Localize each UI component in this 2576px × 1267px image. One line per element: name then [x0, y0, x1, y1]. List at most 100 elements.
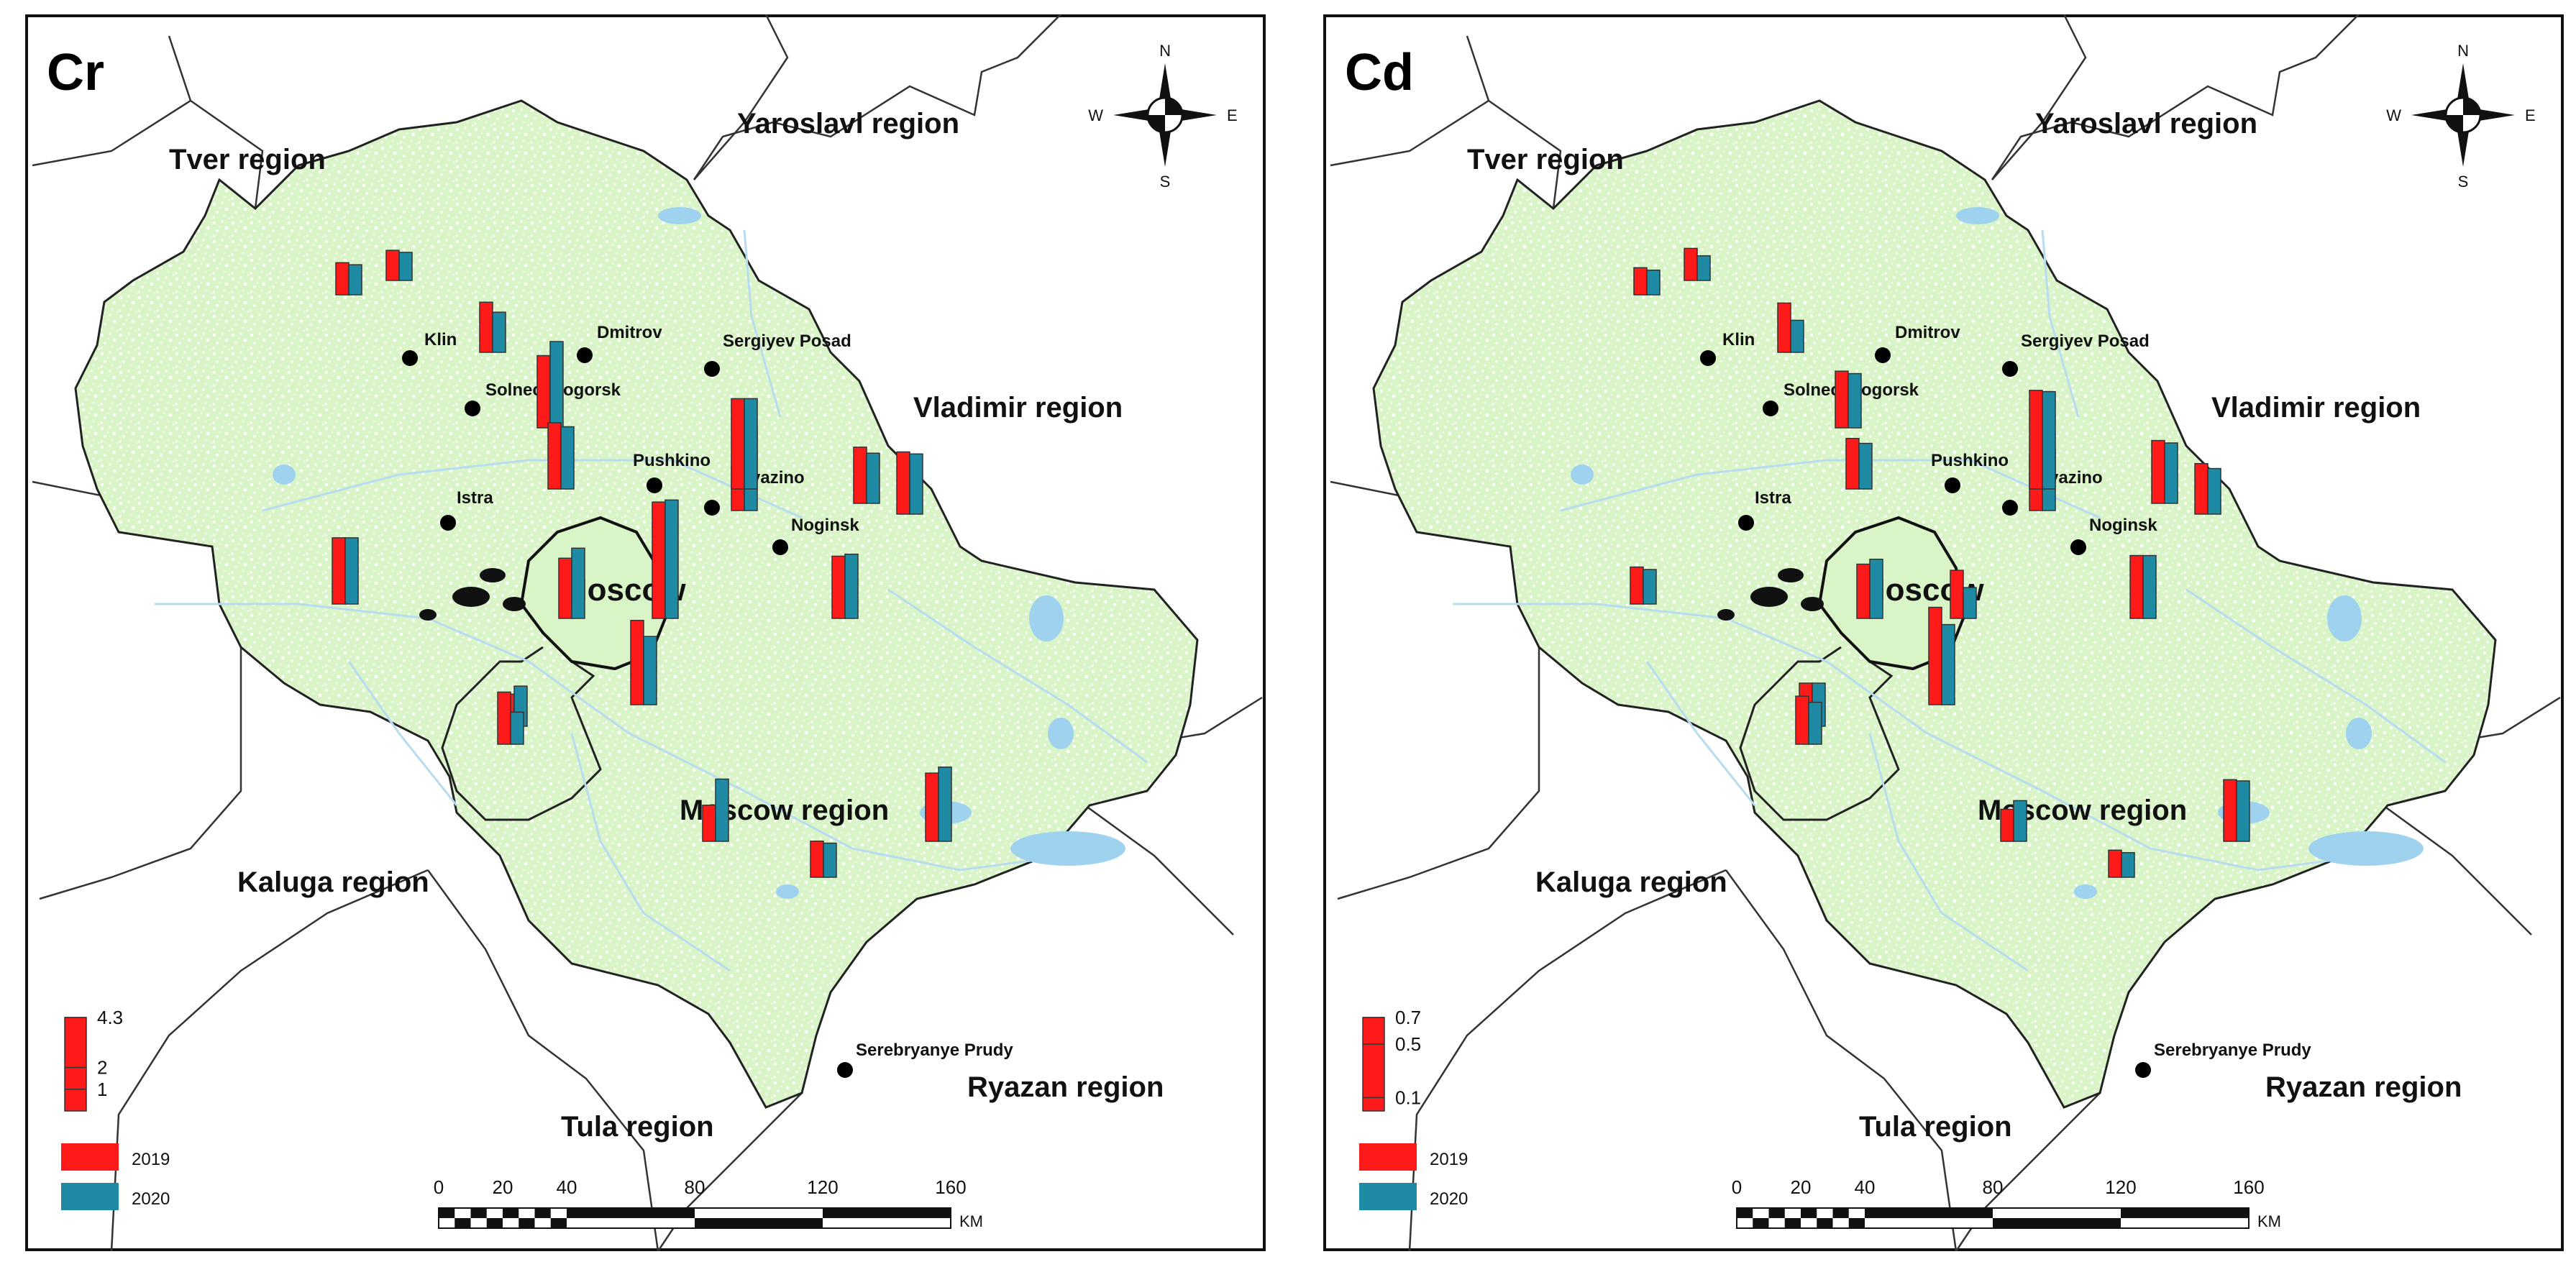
legend: 4.3 21 2019 2020 [61, 1007, 170, 1210]
site-bar-group [731, 398, 758, 490]
region-label-tula: Tula region [1859, 1111, 2012, 1143]
legend-scale-bar [1362, 1017, 1385, 1112]
site-bar-group [2151, 439, 2178, 504]
map-svg-cd: Tver region Yaroslavl region Vladimir regi… [1323, 14, 2564, 1252]
region-border [1074, 797, 1234, 936]
bar-2019 [810, 841, 824, 878]
site-bar-group [853, 447, 880, 504]
legend-label-2019: 2019 [1430, 1150, 1468, 1169]
river [1453, 603, 2367, 872]
site-bar-group [385, 250, 413, 281]
new-moscow-border [441, 646, 602, 821]
bar-2020 [344, 537, 359, 605]
region-border [110, 869, 429, 1252]
lake [1048, 718, 1074, 749]
bar-2019 [2194, 462, 2209, 515]
bar-2020 [744, 398, 758, 490]
moscow-city-area [519, 516, 667, 671]
compass-label-w: W [1088, 106, 1103, 124]
compass-label-n: N [2457, 42, 2469, 60]
site-bar-group [479, 301, 506, 353]
region-label-kaluga: Kaluga region [237, 866, 429, 898]
legend-label-2020: 2020 [1430, 1189, 1468, 1209]
scale-tick-label: 80 [1983, 1176, 2004, 1198]
scale-tick-label: 120 [2105, 1176, 2136, 1198]
bar-2020 [844, 553, 859, 619]
city-dot-klin [1700, 350, 1716, 366]
bar-2020 [1646, 269, 1661, 296]
external-borders [1330, 14, 2561, 1252]
scale-bar: 0 20 40 80 120 160 KM [434, 1176, 983, 1230]
site-bar-group [831, 553, 859, 619]
site-bar-group [1777, 302, 1804, 353]
site-bar-group [2108, 849, 2135, 878]
reservoir [1778, 568, 1804, 582]
scale-tick-label: 160 [2233, 1176, 2264, 1198]
region-border [657, 1092, 803, 1252]
bar-2020 [1858, 442, 1873, 490]
site-bar-group [1630, 566, 1657, 605]
region-border [1991, 14, 2360, 180]
map-svg-cr: Tver region Yaroslavl region Vladimir regi… [25, 14, 1266, 1252]
site-bar-group [1856, 558, 1883, 619]
bar-2020 [1808, 701, 1822, 745]
bar-2020 [560, 426, 575, 490]
bar-2019 [702, 805, 716, 842]
city-dot-solnech [465, 401, 480, 416]
scale-tick-label: 120 [807, 1176, 838, 1198]
bar-2019 [558, 557, 572, 619]
bar-2019 [896, 451, 910, 515]
lake [658, 207, 701, 224]
bar-2019 [630, 620, 644, 705]
river [155, 603, 1069, 872]
region-border [32, 99, 191, 167]
lake [776, 884, 799, 899]
region-label-ryazan: Ryazan region [2265, 1071, 2462, 1103]
region-label-ryazan: Ryazan region [967, 1071, 1164, 1103]
city-dot-noginsk [772, 539, 788, 555]
site-bar-group [1950, 570, 1977, 619]
city-dot-serebr [2135, 1062, 2151, 1078]
bar-2020 [492, 311, 506, 353]
region-label-vladimir: Vladimir region [913, 392, 1123, 424]
legend-tick-label: 2 [97, 1057, 107, 1079]
bar-2020 [1790, 319, 1804, 353]
site-bar-group [558, 547, 585, 619]
bar-2019 [536, 355, 551, 429]
city-dot-dmitrov [577, 347, 593, 363]
bar-2019 [2223, 779, 2237, 842]
site-bar-group [332, 537, 359, 605]
city-label-istra: Istra [1755, 488, 1791, 508]
river [1645, 661, 1756, 806]
region-border [168, 35, 264, 209]
bar-2019 [1630, 566, 1644, 605]
bar-2020 [571, 547, 585, 619]
city-dot-fryazino [704, 500, 720, 516]
river [1868, 733, 2029, 972]
scale-tick-label: 0 [1732, 1176, 1742, 1198]
bar-2020 [1941, 623, 1955, 705]
bar-2019 [2108, 849, 2122, 878]
compass-label-n: N [1159, 42, 1171, 60]
legend-label-2019: 2019 [132, 1150, 170, 1169]
bar-2019 [497, 691, 511, 745]
site-bar-group [497, 691, 524, 745]
city-dot-klin [402, 350, 418, 366]
city-label-istra: Istra [457, 488, 493, 508]
scale-tick-label: 80 [685, 1176, 705, 1198]
site-bar-group [335, 262, 362, 296]
bar-2019 [1845, 437, 1860, 490]
river [743, 229, 782, 418]
city-label-sergiev: Sergiyev Posad [723, 331, 851, 351]
bar-2020 [549, 341, 564, 429]
site-bar-group [2029, 390, 2056, 490]
panel-cd: Tver region Yaroslavl region Vladimir regi… [1323, 14, 2564, 1252]
hydrography [1453, 207, 2446, 972]
city-dot-noginsk [2070, 539, 2086, 555]
legend-swatch-2019 [61, 1143, 119, 1171]
city-label-pushkino: Pushkino [1931, 451, 2009, 470]
bar-2020 [823, 842, 837, 878]
region-border [1991, 14, 2087, 180]
site-bar-group [1928, 606, 1955, 705]
new-moscow-border [1739, 646, 1900, 821]
